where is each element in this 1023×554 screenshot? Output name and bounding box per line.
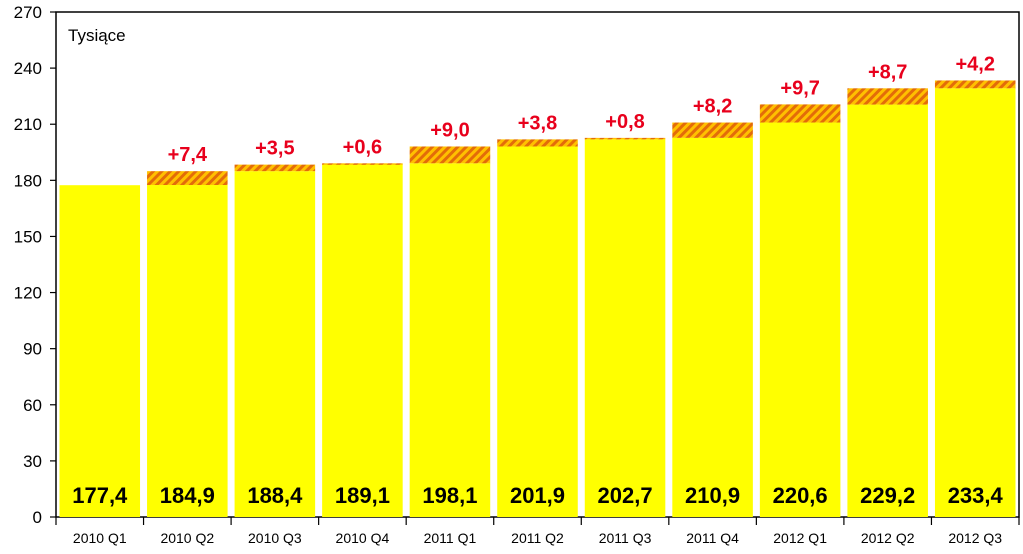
unit-label: Tysiące <box>68 26 126 45</box>
value-label: 210,9 <box>685 483 740 508</box>
increment-label: +4,2 <box>955 53 994 75</box>
bar <box>409 163 491 517</box>
value-label: 188,4 <box>247 483 303 508</box>
x-tick-label: 2011 Q3 <box>599 530 652 546</box>
x-tick-label: 2010 Q1 <box>73 530 127 546</box>
value-label: 201,9 <box>510 483 565 508</box>
increment-segment <box>497 139 578 147</box>
y-tick-label: 30 <box>23 452 42 471</box>
increment-label: +9,7 <box>780 77 819 99</box>
value-label: 202,7 <box>598 483 653 508</box>
bar <box>59 185 141 517</box>
x-tick-label: 2012 Q2 <box>861 530 915 546</box>
bar <box>322 164 403 517</box>
bar <box>672 137 753 518</box>
increment-segment <box>409 146 491 164</box>
x-tick-label: 2010 Q3 <box>248 530 302 546</box>
bar <box>234 171 316 517</box>
y-tick-label: 90 <box>23 340 42 359</box>
bars-group: 177,4 +7,4 184,9 +3,5 188,4 +0,6 189,1 +9,0 198,… <box>59 53 1016 518</box>
increment-segment <box>934 80 1016 89</box>
bar <box>147 185 228 517</box>
y-tick-label: 150 <box>14 227 42 246</box>
value-label: 233,4 <box>948 483 1004 508</box>
increment-label: +0,6 <box>343 136 382 158</box>
value-label: 220,6 <box>773 483 828 508</box>
x-tick-label: 2012 Q1 <box>773 530 827 546</box>
bar <box>584 139 666 517</box>
increment-label: +0,8 <box>605 111 644 133</box>
y-axis: 0 30 60 90 120 150 180 210 240 270 <box>14 3 56 527</box>
increment-segment <box>847 88 928 105</box>
y-tick-label: 270 <box>14 3 42 22</box>
increment-label: +3,8 <box>518 112 557 134</box>
x-tick-label: 2011 Q1 <box>424 530 477 546</box>
y-tick-label: 180 <box>14 171 42 190</box>
bar <box>497 146 578 518</box>
value-label: 184,9 <box>160 483 215 508</box>
value-label: 177,4 <box>72 483 128 508</box>
x-tick-label: 2010 Q2 <box>160 530 214 546</box>
increment-label: +9,0 <box>430 119 469 141</box>
increment-segment <box>234 164 316 172</box>
y-tick-label: 0 <box>33 508 42 527</box>
bar <box>759 122 841 518</box>
bar <box>934 88 1016 518</box>
y-tick-label: 60 <box>23 396 42 415</box>
increment-label: +7,4 <box>168 144 208 166</box>
increment-segment <box>672 122 753 138</box>
y-tick-label: 120 <box>14 284 42 303</box>
value-label: 189,1 <box>335 483 390 508</box>
increment-segment <box>322 163 403 165</box>
x-axis: 2010 Q1 2010 Q2 2010 Q3 2010 Q4 2011 Q1 2011 … <box>55 517 1020 546</box>
y-tick-label: 210 <box>14 115 42 134</box>
x-tick-label: 2011 Q4 <box>686 530 739 546</box>
increment-segment <box>759 104 841 123</box>
increment-label: +3,5 <box>255 138 294 160</box>
increment-segment <box>584 137 666 140</box>
x-tick-label: 2010 Q4 <box>336 530 390 546</box>
increment-label: +8,7 <box>868 61 907 83</box>
increment-label: +8,2 <box>693 96 732 118</box>
y-tick-label: 240 <box>14 59 42 78</box>
x-tick-label: 2012 Q3 <box>948 530 1002 546</box>
value-label: 229,2 <box>860 483 915 508</box>
x-tick-label: 2011 Q2 <box>511 530 564 546</box>
value-label: 198,1 <box>422 483 477 508</box>
bar <box>847 104 928 517</box>
increment-segment <box>147 171 228 186</box>
